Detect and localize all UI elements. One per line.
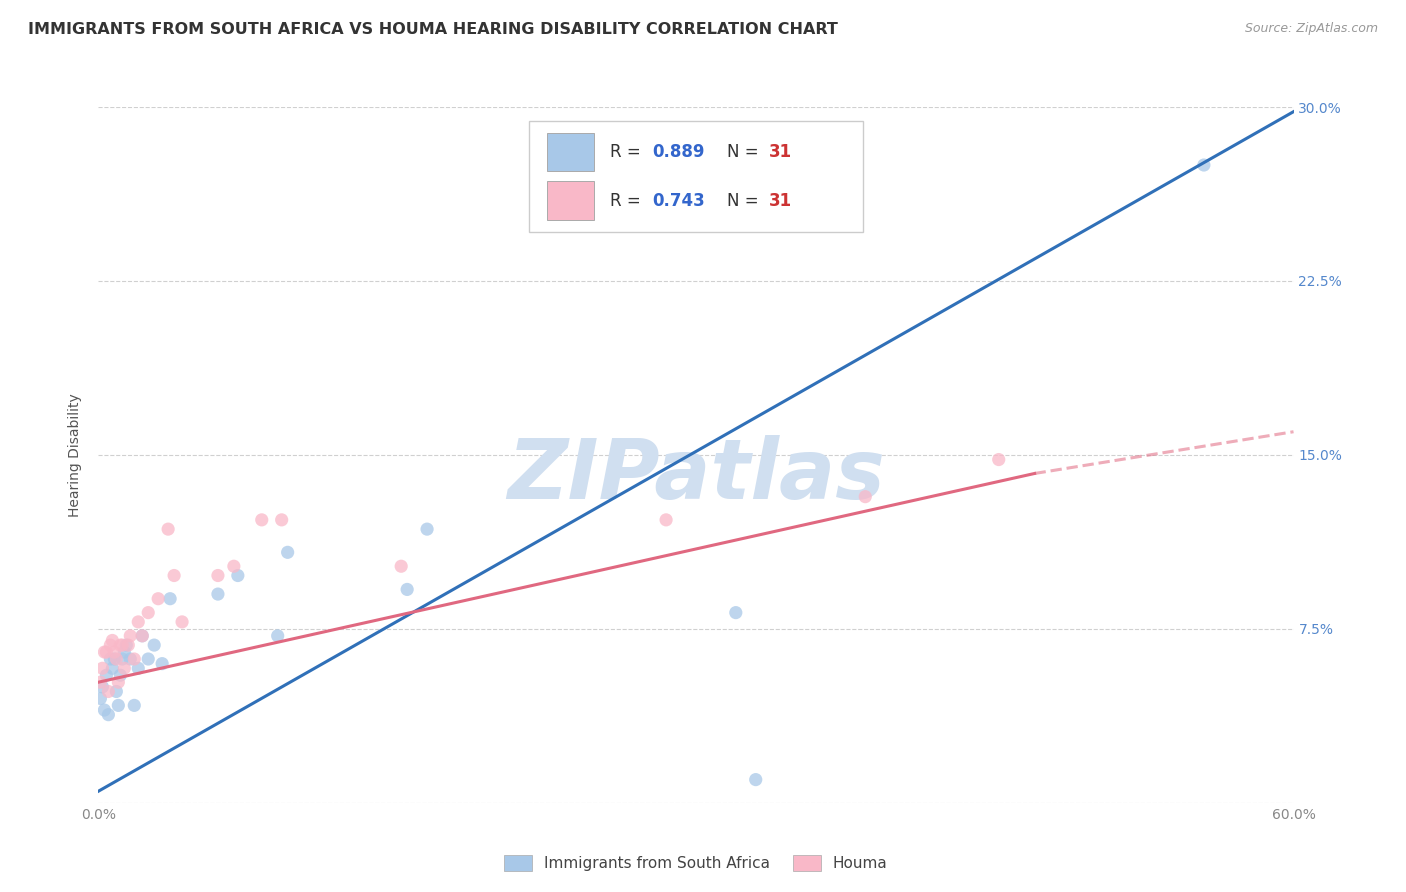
Point bbox=[96, 668, 118, 682]
Text: ZIPatlas: ZIPatlas bbox=[508, 435, 884, 516]
Point bbox=[124, 698, 146, 713]
Point bbox=[111, 652, 134, 666]
Point bbox=[396, 582, 419, 597]
Text: 31: 31 bbox=[769, 144, 792, 161]
Point bbox=[207, 587, 229, 601]
Point bbox=[270, 513, 292, 527]
Point bbox=[655, 513, 678, 527]
Point bbox=[93, 645, 115, 659]
Point bbox=[105, 652, 128, 666]
Point bbox=[107, 675, 129, 690]
Point bbox=[117, 638, 139, 652]
Point bbox=[115, 638, 138, 652]
Point bbox=[110, 638, 132, 652]
Point bbox=[136, 652, 159, 666]
Point bbox=[416, 522, 439, 536]
Point bbox=[207, 568, 229, 582]
Point bbox=[148, 591, 170, 606]
Point bbox=[131, 629, 153, 643]
Point bbox=[143, 638, 166, 652]
Point bbox=[267, 629, 290, 643]
Point bbox=[172, 615, 194, 629]
Point bbox=[120, 652, 142, 666]
Point bbox=[724, 606, 747, 620]
Y-axis label: Hearing Disability: Hearing Disability bbox=[69, 393, 83, 516]
Text: 31: 31 bbox=[769, 192, 792, 210]
Point bbox=[89, 691, 111, 706]
Point bbox=[131, 629, 153, 643]
Point bbox=[127, 615, 149, 629]
Point bbox=[250, 513, 273, 527]
Point bbox=[159, 591, 181, 606]
Point bbox=[96, 645, 118, 659]
Point bbox=[107, 698, 129, 713]
FancyBboxPatch shape bbox=[529, 121, 863, 232]
Point bbox=[226, 568, 249, 582]
Point bbox=[103, 652, 125, 666]
Legend: Immigrants from South Africa, Houma: Immigrants from South Africa, Houma bbox=[496, 847, 896, 879]
Text: 0.743: 0.743 bbox=[652, 192, 704, 210]
Point bbox=[127, 661, 149, 675]
Text: N =: N = bbox=[727, 192, 763, 210]
Point bbox=[1192, 158, 1215, 172]
Point bbox=[112, 645, 135, 659]
Point bbox=[987, 452, 1010, 467]
Point bbox=[101, 661, 124, 675]
Text: R =: R = bbox=[610, 192, 645, 210]
FancyBboxPatch shape bbox=[547, 133, 595, 171]
Point bbox=[120, 629, 142, 643]
Point bbox=[222, 559, 245, 574]
Point bbox=[110, 668, 132, 682]
Point bbox=[91, 680, 114, 694]
Text: IMMIGRANTS FROM SOUTH AFRICA VS HOUMA HEARING DISABILITY CORRELATION CHART: IMMIGRANTS FROM SOUTH AFRICA VS HOUMA HE… bbox=[28, 22, 838, 37]
Point bbox=[277, 545, 299, 559]
Point bbox=[157, 522, 180, 536]
Point bbox=[101, 633, 124, 648]
Text: Source: ZipAtlas.com: Source: ZipAtlas.com bbox=[1244, 22, 1378, 36]
Point bbox=[89, 675, 111, 690]
Point bbox=[105, 684, 128, 698]
Point bbox=[97, 707, 120, 722]
FancyBboxPatch shape bbox=[547, 181, 595, 219]
Point bbox=[136, 606, 159, 620]
Point bbox=[745, 772, 768, 787]
Point bbox=[91, 661, 114, 675]
Point bbox=[163, 568, 186, 582]
Point bbox=[853, 490, 876, 504]
Point bbox=[124, 652, 146, 666]
Point bbox=[93, 703, 115, 717]
Point bbox=[112, 661, 135, 675]
Text: 0.889: 0.889 bbox=[652, 144, 704, 161]
Point bbox=[150, 657, 173, 671]
Text: R =: R = bbox=[610, 144, 645, 161]
Point bbox=[97, 684, 120, 698]
Point bbox=[100, 652, 122, 666]
Point bbox=[389, 559, 412, 574]
Text: N =: N = bbox=[727, 144, 763, 161]
Point bbox=[103, 645, 125, 659]
Point bbox=[100, 638, 122, 652]
Point bbox=[111, 638, 134, 652]
